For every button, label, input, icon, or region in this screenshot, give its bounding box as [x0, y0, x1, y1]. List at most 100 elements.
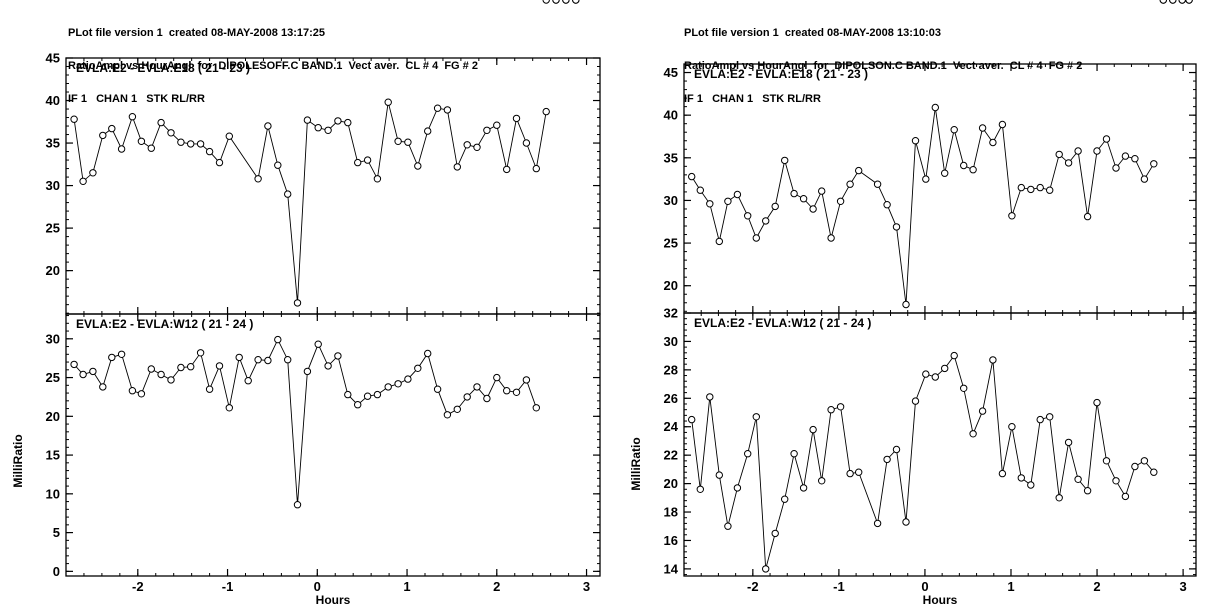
left-sub1-data-point: [414, 162, 422, 170]
right-sub2-data-point: [799, 484, 808, 492]
left-sub1-data-point: [532, 164, 540, 173]
right-sub2-ytick-label: 24: [664, 419, 679, 434]
left-sub1-title: EVLA:E2 - EVLA:E18 ( 21 - 23 ): [76, 61, 250, 75]
right-sub1-data-point: [818, 187, 826, 195]
left-sub1-data-point: [70, 115, 78, 123]
left-sub1-ytick-label: 45: [46, 51, 60, 66]
left-xtick-label: 3: [583, 579, 590, 594]
left-header-line-3: IF 1 CHAN 1 STK RL/RR: [68, 93, 205, 105]
right-sub1-data-point: [941, 169, 949, 177]
right-sub1-data-point: [724, 197, 732, 206]
right-sub2-data-point: [1169, 0, 1177, 4]
left-sub2-data-point: [424, 349, 432, 358]
right-sub2-ytick-label: 22: [664, 448, 678, 463]
left-sub2-ytick-label: 5: [53, 525, 60, 540]
left-xtick-label: 1: [403, 579, 410, 594]
left-sub2-data-point: [70, 360, 78, 369]
left-sub1-data-point: [177, 138, 185, 146]
right-sub2-data-point: [1159, 0, 1167, 4]
right-sub1-data-point: [1017, 183, 1025, 192]
left-sub1-data-point: [196, 140, 205, 148]
right-sub2-data-point: [855, 468, 863, 476]
left-sub2-data-point: [552, 0, 560, 4]
left-sub1-data-point: [147, 144, 156, 152]
left-x-axis-label: Hours: [316, 593, 351, 607]
right-sub1-ytick-label: 25: [664, 236, 678, 251]
left-sub2-data-point: [274, 335, 282, 344]
left-sub1-ytick-label: 40: [46, 93, 60, 108]
left-xtick-label: 2: [493, 579, 500, 594]
right-sub2-ytick-label: 28: [664, 362, 678, 377]
right-sub1-ytick-label: 30: [664, 193, 678, 208]
left-sub2-data-point: [264, 356, 272, 365]
left-sub2-data-point: [384, 383, 392, 391]
right-sub2-data-point: [724, 522, 732, 530]
right-sub1-data-point: [733, 190, 742, 199]
left-sub1-data-point: [404, 138, 412, 146]
left-sub2-data-point: [404, 375, 412, 383]
left-xtick-label: 0: [314, 579, 321, 594]
right-sub2-data-point: [1185, 0, 1193, 4]
right-sub1-data-point: [1131, 155, 1139, 163]
left-sub1-data-point: [424, 127, 432, 135]
right-sub1-ytick-label: 45: [664, 65, 678, 80]
right-sub1-data-point: [950, 126, 958, 134]
right-sub1-data-point: [771, 202, 779, 211]
left-sub1-data-point: [503, 165, 511, 174]
right-sub1-data-point: [809, 205, 817, 213]
left-sub2-ytick-label: 15: [46, 448, 60, 463]
right-sub2-ytick-label: 16: [664, 533, 678, 548]
left-sub1-data-point: [344, 118, 352, 127]
left-sub1-data-point: [363, 156, 372, 164]
left-sub1-data-point: [303, 116, 312, 124]
right-sub1-data-point: [827, 234, 835, 242]
right-sub2-data-point: [846, 469, 854, 478]
left-sub2-data-point: [532, 404, 540, 412]
left-sub2-data-point: [394, 380, 402, 388]
left-sub1-data-point: [284, 190, 292, 198]
left-sub2-data-point: [196, 349, 205, 357]
right-sub2-data-point: [1083, 487, 1092, 495]
right-sub2-data-point: [1112, 477, 1120, 485]
left-sub1-data-point: [324, 126, 332, 135]
left-sub2-data-point: [157, 370, 165, 379]
right-sub2-frame: [683, 312, 1197, 577]
right-sub1-data-point: [799, 195, 808, 203]
left-sub1-data-point: [473, 143, 481, 152]
left-sub2-data-point: [177, 363, 185, 372]
right-header-line-1: PLot file version 1 created 08-MAY-2008 …: [684, 27, 941, 39]
right-sub2-ytick-label: 20: [664, 476, 678, 491]
left-sub2-data-point: [493, 373, 501, 382]
right-sub2-data-point: [752, 413, 760, 421]
left-sub2-data-point: [572, 0, 580, 4]
right-sub1-data-point: [855, 166, 863, 175]
right-sub1-data-point: [696, 186, 704, 194]
left-sub2-data-point: [373, 390, 382, 399]
right-y-axis-label: MilliRatio: [629, 437, 643, 490]
right-sub2-data-point: [1074, 475, 1082, 483]
right-sub1-data-point: [781, 156, 789, 165]
left-sub2-data-point: [235, 353, 243, 362]
right-sub1-data-point: [1112, 164, 1120, 172]
right-sub2-data-point: [1036, 415, 1044, 424]
right-plot-header: PLot file version 1 created 08-MAY-2008 …: [684, 6, 1082, 116]
right-sub1-data-point: [969, 166, 977, 174]
right-sub1-data-point: [790, 189, 798, 198]
right-sub2-data-point: [892, 445, 901, 454]
right-sub2-data-point: [902, 518, 910, 526]
left-sub2-data-point: [303, 367, 312, 376]
left-sub1-series-line: [73, 102, 547, 303]
right-sub1-data-point: [1036, 183, 1044, 192]
left-sub2-data-point: [187, 363, 195, 371]
right-xtick-label: 2: [1093, 579, 1100, 594]
right-sub1-series-line: [691, 107, 1155, 305]
right-sub1-data-point: [1008, 212, 1016, 220]
right-sub2-data-point: [696, 485, 704, 493]
left-sub1-data-point: [215, 158, 224, 167]
right-sub2-data-point: [922, 370, 930, 378]
right-sub2-data-point: [706, 393, 714, 401]
left-sub1-data-point: [225, 132, 234, 140]
right-sub1-data-point: [1140, 175, 1149, 183]
right-x-axis-label: Hours: [923, 593, 958, 607]
